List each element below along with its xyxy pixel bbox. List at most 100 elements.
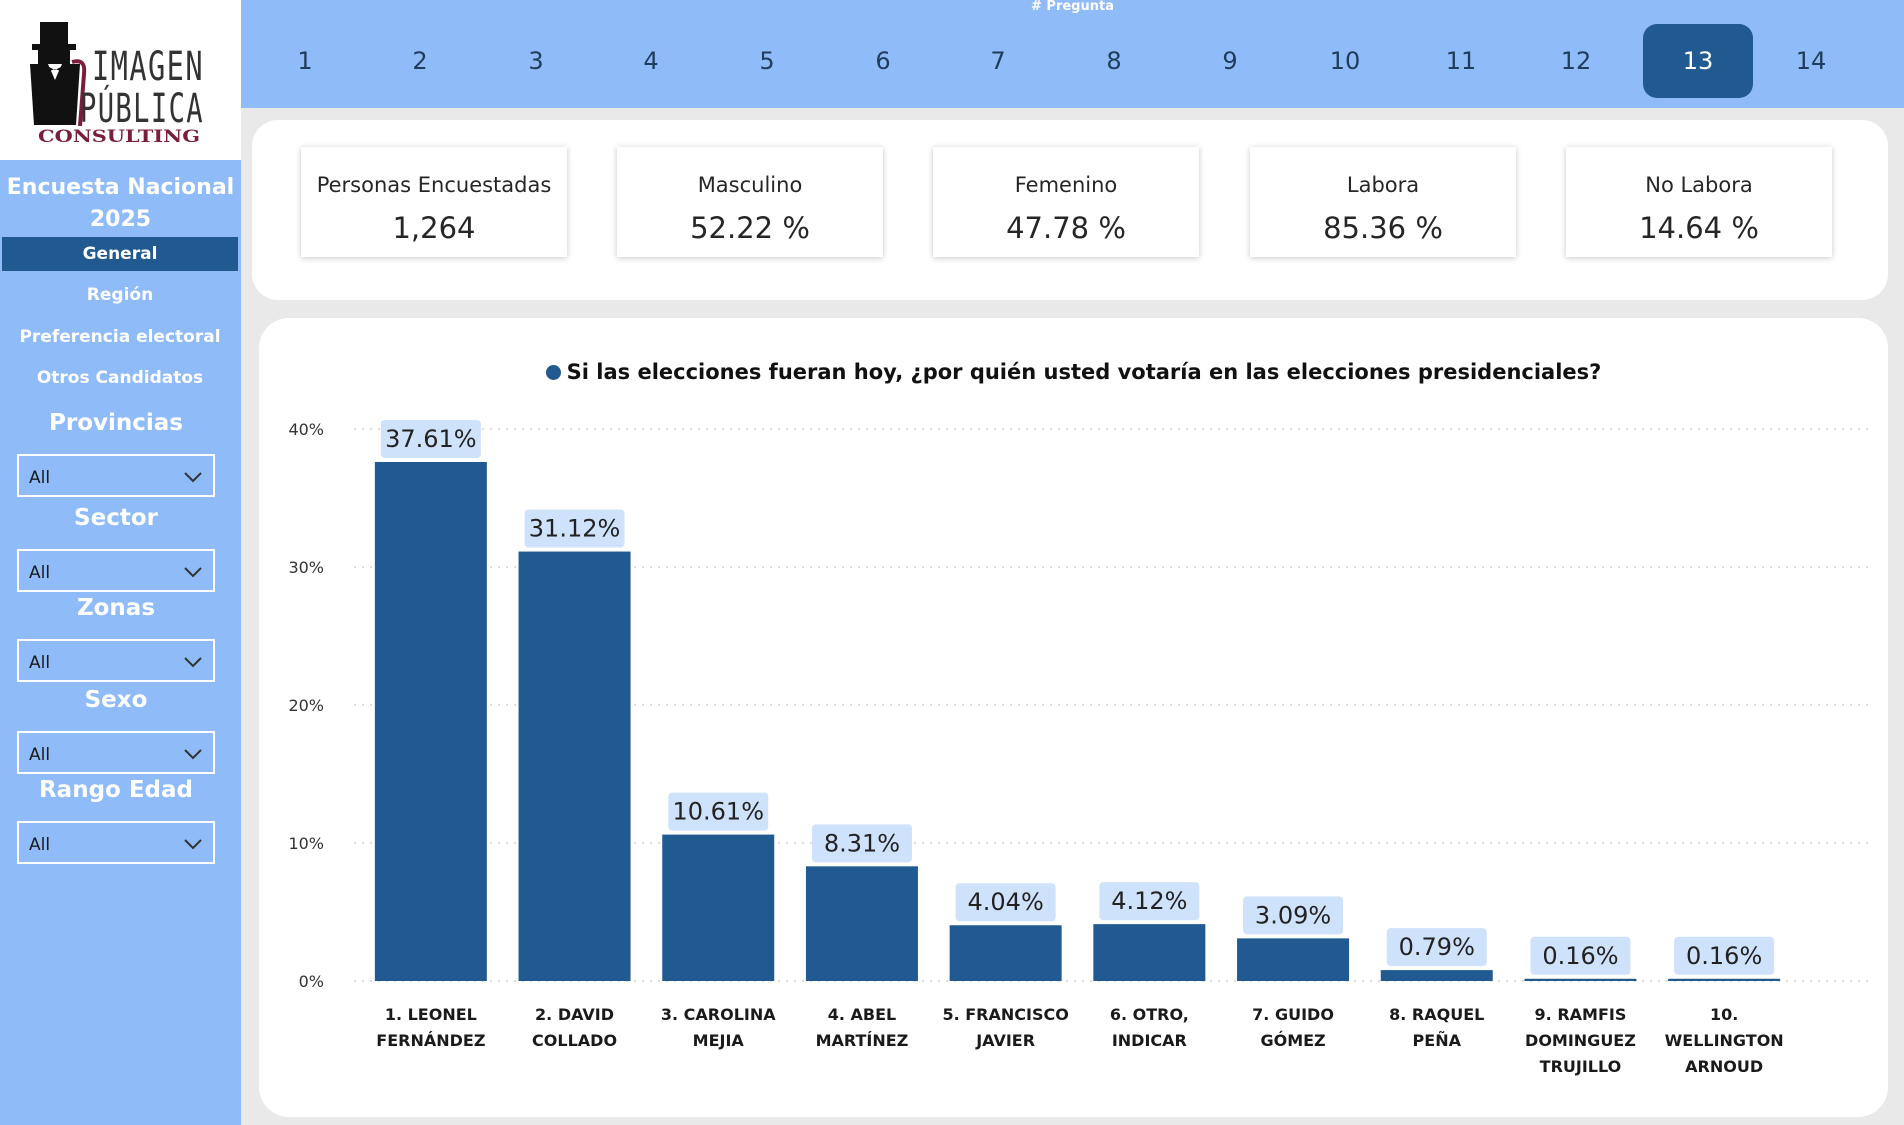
kpi-card-femenino: Femenino 47.78 % [933,147,1199,257]
kpi-panel: Personas Encuestadas 1,264 Masculino 52.… [252,120,1888,300]
chart-bar [1237,938,1350,981]
question-button-4[interactable]: 4 [643,47,659,75]
x-tick-label-line: PEÑA [1413,1031,1462,1050]
x-tick-label-line: 5. FRANCISCO [942,1005,1068,1024]
data-label: 3.09% [1255,901,1331,929]
logo-graphic: IMAGEN PÚBLICA CONSULTING [30,22,204,147]
question-selector-label: # Pregunta [1031,0,1114,14]
rango-edad-dropdown[interactable]: All [17,821,215,864]
sidebar: IMAGEN PÚBLICA CONSULTING Encuesta Nacio… [0,0,241,1125]
chart-bar [1524,978,1637,981]
question-button-8[interactable]: 8 [1106,47,1122,75]
dropdown-value: All [29,468,51,488]
x-tick-label: 6. OTRO, INDICAR [1110,1005,1189,1050]
x-tick-label: 2. DAVID COLLADO [532,1005,617,1050]
sexo-dropdown[interactable]: All [17,731,215,774]
nav-item-otros-candidatos[interactable]: Otros Candidatos [36,368,204,388]
filter-label-sector: Sector [74,505,158,531]
filter-label-zonas: Zonas [76,595,156,621]
dropdown-value: All [29,745,51,765]
question-selector: # Pregunta 1 2 3 4 5 6 7 8 9 10 11 12 13… [241,0,1904,108]
kpi-label: Labora [1346,173,1420,197]
kpi-value: 1,264 [392,211,476,245]
question-button-10[interactable]: 10 [1329,47,1361,75]
chevron-down-icon [184,567,202,578]
x-tick-label: 3. CAROLINA MEJIA [661,1005,776,1050]
company-logo: IMAGEN PÚBLICA CONSULTING [0,0,241,160]
data-label-box [1386,928,1487,967]
data-label-box [811,824,912,863]
bar-chart: 0% 10% 20% 30% 40% 37.61% 1. LEONEL FERNÁNDEZ 31… [288,419,1869,1076]
kpi-label: Masculino [697,173,803,197]
logo-text-line3: CONSULTING [38,127,200,147]
provincias-dropdown[interactable]: All [17,454,215,497]
legend-dot-icon [545,365,561,380]
chart-bar [662,834,775,981]
kpi-value: 14.64 % [1639,211,1759,245]
data-label-box [1674,936,1775,975]
data-label: 0.16% [1542,942,1618,970]
question-button-1[interactable]: 1 [297,47,313,75]
dropdown-value: All [29,563,51,583]
question-button-9[interactable]: 9 [1222,47,1238,75]
question-button-14[interactable]: 14 [1795,47,1827,75]
dropdown-value: All [29,653,51,673]
chevron-down-icon [184,749,202,760]
chart-panel: Si las elecciones fueran hoy, ¿por quién… [259,318,1888,1117]
zonas-dropdown[interactable]: All [17,639,215,682]
data-label: 0.16% [1686,942,1762,970]
y-tick-label: 10% [288,834,324,853]
question-button-3[interactable]: 3 [528,47,544,75]
x-tick-label-line: 1. LEONEL [385,1005,477,1024]
x-tick-label-line: MEJIA [693,1031,745,1050]
question-button-2[interactable]: 2 [412,47,428,75]
survey-title: Encuesta Nacional 2025 [6,175,235,232]
x-tick-label: 7. GUIDO GÓMEZ [1252,1005,1334,1050]
x-tick-label-line: 10. [1710,1005,1738,1024]
kpi-card-masculino: Masculino 52.22 % [617,147,883,257]
x-tick-label-line: FERNÁNDEZ [376,1031,485,1050]
data-label-box [524,509,625,548]
x-tick-label: 10. WELLINGTON ARNOUD [1665,1005,1784,1076]
chart-title: Si las elecciones fueran hoy, ¿por quién… [566,360,1602,384]
x-tick-label: 4. ABEL MARTÍNEZ [816,1005,909,1050]
data-label: 31.12% [529,515,621,543]
nav-item-preferencia-electoral[interactable]: Preferencia electoral [19,327,221,347]
kpi-value: 85.36 % [1323,211,1443,245]
x-tick-label-line: COLLADO [532,1031,617,1050]
chart-bar [949,925,1062,981]
question-button-5[interactable]: 5 [759,47,775,75]
x-tick-label-line: GÓMEZ [1260,1031,1325,1050]
nav-item-region[interactable]: Región [86,285,154,305]
chart-bar [1380,970,1493,981]
logo-text-line2: PÚBLICA [80,84,204,132]
data-label: 4.04% [968,888,1044,916]
filter-label-provincias: Provincias [49,410,183,436]
question-button-11[interactable]: 11 [1445,47,1477,75]
filter-label-sexo: Sexo [84,687,148,713]
chart-title-row: Si las elecciones fueran hoy, ¿por quién… [259,360,1888,384]
data-label: 37.61% [385,425,477,453]
sector-dropdown[interactable]: All [17,549,215,592]
data-label: 4.12% [1111,887,1187,915]
kpi-card-personas-encuestadas: Personas Encuestadas 1,264 [301,147,567,257]
kpi-label: No Labora [1645,173,1753,197]
question-button-7[interactable]: 7 [990,47,1006,75]
dropdown-value: All [29,835,51,855]
nav-item-general[interactable]: General [2,237,238,271]
x-tick-label-line: TRUJILLO [1540,1057,1622,1076]
question-button-6[interactable]: 6 [875,47,891,75]
question-button-13[interactable]: 13 [1643,24,1753,98]
data-label-box [380,419,481,458]
kpi-value: 47.78 % [1006,211,1126,245]
chevron-down-icon [184,472,202,483]
data-label-box [1099,882,1200,921]
x-tick-label-line: 9. RAMFIS [1535,1005,1627,1024]
chevron-down-icon [184,839,202,850]
x-tick-label-line: 6. OTRO, [1110,1005,1189,1024]
filter-label-rango-edad: Rango Edad [38,777,194,803]
x-tick-label-line: 8. RAQUEL [1389,1005,1484,1024]
data-label-box [955,883,1056,922]
kpi-label: Personas Encuestadas [316,173,552,197]
question-button-12[interactable]: 12 [1560,47,1592,75]
